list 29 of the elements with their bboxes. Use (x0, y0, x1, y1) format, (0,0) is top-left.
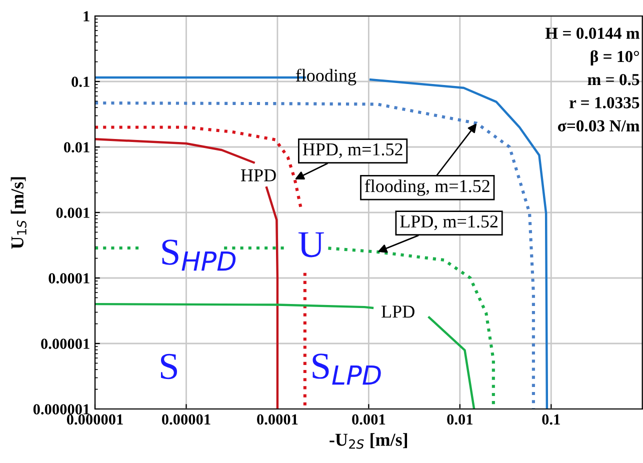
y-tick-label: 0.0001 (48, 273, 90, 284)
annotation: H = 0.0144 m (545, 28, 640, 39)
annotation: σ=0.03 N/m (558, 120, 640, 132)
x-axis-title: -U$_{2S}$ [m/s] (330, 433, 408, 449)
y-tick-label: 0.001 (56, 208, 90, 218)
x-tick-label: 0.1 (542, 414, 560, 425)
annotation: r = 1.0335 (569, 97, 640, 108)
series-label: LPD, m=1.52 (400, 215, 498, 230)
annotation: U (298, 232, 324, 258)
y-axis-title: U$_{1S}$ [m/s] (10, 177, 26, 249)
annotation: S$_{HPD}$ (162, 240, 236, 271)
x-tick-label: 0.01 (447, 414, 472, 425)
series-label: flooding (296, 68, 356, 86)
annotation: β = 10° (590, 50, 639, 66)
y-tick-label: 0.00001 (41, 338, 90, 350)
x-tick-label: 0.001 (352, 414, 386, 425)
annotation: S$_{LPD}$ (312, 354, 381, 385)
series-label: flooding, m=1.52 (364, 179, 490, 196)
annotation: m = 0.5 (588, 74, 640, 86)
y-tick-label: 0.01 (64, 142, 90, 153)
series-label: LPD (382, 306, 414, 318)
y-tick-label: 0.1 (72, 76, 90, 88)
series-label: HPD, m=1.52 (302, 143, 402, 158)
annotation: S (160, 354, 177, 380)
y-tick-label: 1 (84, 11, 90, 22)
x-tick-label: 0.00001 (162, 414, 210, 425)
series-label: HPD (240, 169, 276, 182)
y-tick-label: 0.000001 (33, 404, 90, 415)
x-tick-label: 0.0001 (257, 414, 298, 425)
